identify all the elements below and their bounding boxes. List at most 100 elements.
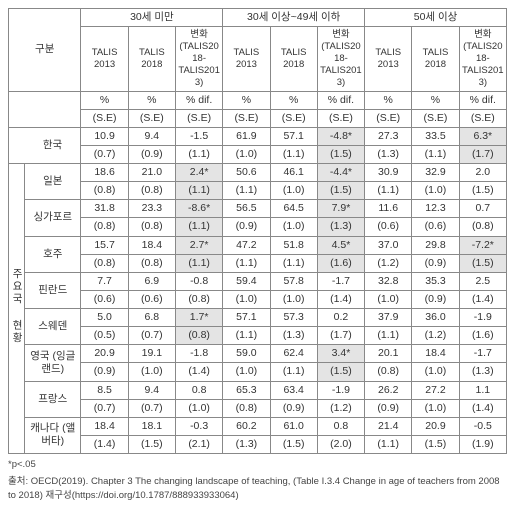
cell-se: (0.7): [81, 399, 128, 417]
cell-se: (1.0): [175, 399, 222, 417]
cell-value: 32.8: [365, 272, 412, 290]
cell-se: (1.5): [459, 182, 506, 200]
table-row-se: (0.8)(0.8)(1.1)(1.1)(1.1)(1.6)(1.2)(0.9)…: [9, 254, 507, 272]
cell-se: (1.0): [270, 290, 317, 308]
cell-value: -1.9: [317, 381, 364, 399]
cell-se: (1.1): [270, 254, 317, 272]
cell-value: 65.3: [223, 381, 270, 399]
cell-se: (1.1): [223, 327, 270, 345]
cell-se: (0.6): [412, 218, 459, 236]
cell-value: 62.4: [270, 345, 317, 363]
cell-value: -4.4*: [317, 164, 364, 182]
cell-se: (1.7): [459, 145, 506, 163]
header-unit: % dif.: [175, 91, 222, 109]
table-row-se: (0.5)(0.7)(0.8)(1.1)(1.3)(1.7)(1.1)(1.2)…: [9, 327, 507, 345]
cell-value: 1.7*: [175, 309, 222, 327]
cell-value: 4.5*: [317, 236, 364, 254]
cell-se: (1.2): [365, 254, 412, 272]
cell-se: (2.1): [175, 435, 222, 453]
cell-se: (0.5): [81, 327, 128, 345]
table-row-se: (0.8)(0.8)(1.1)(1.1)(1.0)(1.5)(1.1)(1.0)…: [9, 182, 507, 200]
table-header: 구분 30세 미만 30세 이상~49세 이하 50세 이상 TALIS 201…: [9, 9, 507, 128]
cell-value: 50.6: [223, 164, 270, 182]
header-unit-se: (S.E): [412, 109, 459, 127]
header-unit: % dif.: [317, 91, 364, 109]
cell-se: (1.4): [317, 290, 364, 308]
cell-se: (1.0): [223, 363, 270, 381]
cell-value: 21.0: [128, 164, 175, 182]
cell-se: (0.6): [365, 218, 412, 236]
cell-value: 15.7: [81, 236, 128, 254]
header-unit-se: (S.E): [175, 109, 222, 127]
cell-se: (1.1): [365, 327, 412, 345]
cell-se: (1.4): [459, 399, 506, 417]
cell-value: 60.2: [223, 417, 270, 435]
cell-value: -1.8: [175, 345, 222, 363]
cell-value: 32.9: [412, 164, 459, 182]
header-unit-se: (S.E): [81, 109, 128, 127]
cell-value: 30.9: [365, 164, 412, 182]
cell-value: -1.5: [175, 127, 222, 145]
cell-se: (1.0): [412, 182, 459, 200]
cell-se: (1.4): [175, 363, 222, 381]
cell-value: -1.9: [459, 309, 506, 327]
header-unit-se: (S.E): [128, 109, 175, 127]
cell-value: 33.5: [412, 127, 459, 145]
header-unit-se: (S.E): [459, 109, 506, 127]
header-unit: % dif.: [459, 91, 506, 109]
cell-value: 0.2: [317, 309, 364, 327]
table-row: 주요국 현황일본18.621.02.4*50.646.1-4.4*30.932.…: [9, 164, 507, 182]
cell-se: (1.1): [175, 218, 222, 236]
table-row: 싱가포르31.823.3-8.6*56.564.57.9*11.612.30.7: [9, 200, 507, 218]
header-col: TALIS 2013: [81, 27, 128, 91]
cell-value: 29.8: [412, 236, 459, 254]
cell-value: 63.4: [270, 381, 317, 399]
cell-value: 35.3: [412, 272, 459, 290]
header-unit: %: [81, 91, 128, 109]
cell-value: 8.5: [81, 381, 128, 399]
cell-se: (0.7): [128, 327, 175, 345]
cell-value: 0.8: [317, 417, 364, 435]
cell-value: 57.1: [270, 127, 317, 145]
table-row: 호주15.718.42.7*47.251.84.5*37.029.8-7.2*: [9, 236, 507, 254]
cell-value: 10.9: [81, 127, 128, 145]
cell-value: 61.9: [223, 127, 270, 145]
cell-value: 7.9*: [317, 200, 364, 218]
cell-se: (1.3): [317, 218, 364, 236]
cell-se: (1.1): [270, 145, 317, 163]
cell-se: (0.9): [412, 290, 459, 308]
cell-value: 27.2: [412, 381, 459, 399]
cell-value: 6.9: [128, 272, 175, 290]
cell-se: (1.1): [175, 145, 222, 163]
footnote-p: *p<.05: [8, 458, 507, 471]
table-row-se: (0.9)(1.0)(1.4)(1.0)(1.1)(1.5)(0.8)(1.0)…: [9, 363, 507, 381]
cell-se: (0.6): [128, 290, 175, 308]
row-label: 스웨덴: [25, 309, 81, 345]
cell-value: 12.3: [412, 200, 459, 218]
cell-se: (2.0): [317, 435, 364, 453]
cell-value: 64.5: [270, 200, 317, 218]
cell-value: 9.4: [128, 127, 175, 145]
header-col: TALIS 2018: [270, 27, 317, 91]
header-col: TALIS 2018: [412, 27, 459, 91]
cell-se: (1.0): [270, 218, 317, 236]
cell-se: (0.8): [175, 327, 222, 345]
cell-value: 21.4: [365, 417, 412, 435]
cell-se: (1.1): [175, 182, 222, 200]
table-row-se: (1.4)(1.5)(2.1)(1.3)(1.5)(2.0)(1.1)(1.5)…: [9, 435, 507, 453]
table-row: 핀란드7.76.9-0.859.457.8-1.732.835.32.5: [9, 272, 507, 290]
header-group-2: 50세 이상: [365, 9, 507, 27]
header-col: 변화 (TALIS2018-TALIS2013): [459, 27, 506, 91]
table-row: 캐나다 (앨버타)18.418.1-0.360.261.00.821.420.9…: [9, 417, 507, 435]
cell-value: 7.7: [81, 272, 128, 290]
cell-value: 27.3: [365, 127, 412, 145]
cell-value: 0.7: [459, 200, 506, 218]
cell-value: 18.4: [412, 345, 459, 363]
header-col: 변화 (TALIS2018-TALIS2013): [175, 27, 222, 91]
cell-se: (1.5): [459, 254, 506, 272]
cell-se: (0.9): [81, 363, 128, 381]
cell-value: -0.3: [175, 417, 222, 435]
header-group-0: 30세 미만: [81, 9, 223, 27]
cell-value: 37.0: [365, 236, 412, 254]
row-label: 호주: [25, 236, 81, 272]
